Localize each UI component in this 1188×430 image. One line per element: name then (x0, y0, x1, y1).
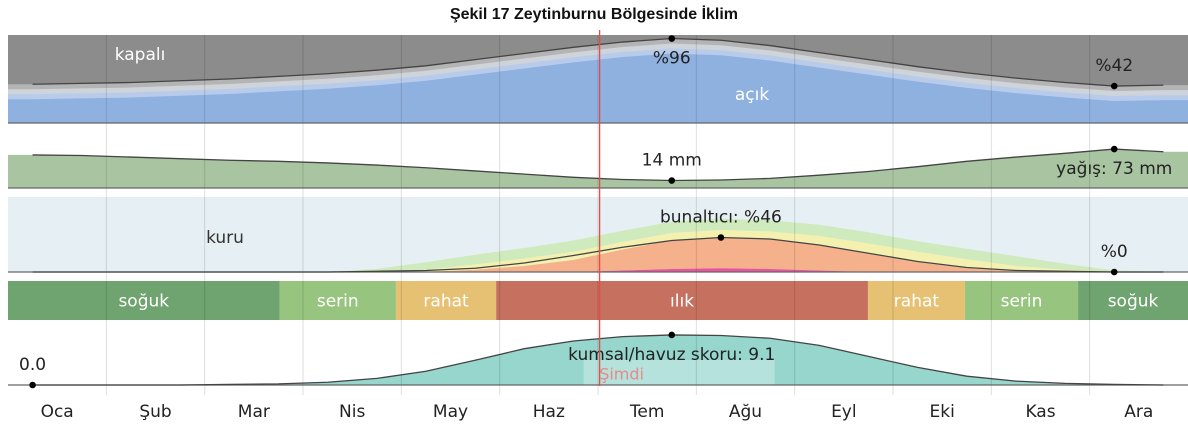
x-tick-label: May (433, 402, 468, 422)
temperature-segment (8, 281, 280, 320)
humidity-point (717, 234, 725, 241)
temperature-label: serin (1001, 292, 1043, 312)
cloud-value-label: %42 (1095, 56, 1133, 76)
beach-value-label: 0.0 (19, 355, 46, 375)
temperature-segment (964, 281, 1079, 320)
temperature-label: soğuk (1108, 292, 1159, 312)
x-tick-label: Kas (1025, 402, 1055, 422)
temperature-segment (496, 281, 868, 320)
beach-value-label: kumsal/havuz skoru: 9.1 (568, 345, 775, 365)
cloud-value-label: %96 (653, 49, 691, 69)
beach-line (32, 334, 1164, 386)
humidity-band (8, 218, 1188, 272)
temperature-segment (395, 281, 497, 320)
beach-area (8, 334, 1188, 385)
humidity-value-label: bunaltıcı: %46 (660, 208, 782, 228)
x-tick-label: Mar (238, 402, 270, 422)
now-highlight (583, 360, 775, 385)
humidity-line (32, 236, 1164, 273)
precipitation-value-label: yağış: 73 mm (1056, 159, 1172, 179)
x-tick-label: Eyl (831, 402, 857, 422)
cloud-layer (8, 53, 1188, 123)
temperature-label: rahat (894, 292, 940, 312)
x-tick-label: Ara (1124, 402, 1153, 422)
cloud-line (32, 37, 1164, 87)
beach-point (29, 381, 36, 389)
cloud-point (668, 35, 676, 42)
x-tick-label: Oca (41, 402, 74, 422)
humidity-value-label: %0 (1101, 242, 1128, 262)
x-tick-label: Haz (533, 402, 565, 422)
x-tick-label: Eki (930, 402, 955, 422)
temperature-segment (1078, 281, 1188, 320)
chart-title: Şekil 17 Zeytinburnu Bölgesinde İklim (450, 5, 738, 23)
temperature-segment (867, 281, 965, 320)
precipitation-line (32, 148, 1164, 182)
x-tick-label: Tem (629, 402, 665, 422)
dry-label: kuru (206, 228, 244, 248)
precipitation-point (1110, 145, 1118, 153)
temperature-segment (279, 281, 396, 320)
now-label: Şimdi (599, 365, 644, 384)
precipitation-value-label: 14 mm (642, 151, 702, 171)
cloud-point (1110, 82, 1118, 90)
temperature-label: ılık (670, 292, 694, 312)
x-tick-label: Ağu (729, 402, 762, 422)
humidity-band (8, 237, 1188, 272)
humidity-point (1110, 268, 1118, 276)
humidity-band (8, 268, 1188, 272)
x-tick-label: Nis (339, 402, 365, 422)
overcast-label: kapalı (115, 45, 166, 65)
clear-label: açık (735, 85, 769, 105)
temperature-label: soğuk (118, 292, 169, 312)
temperature-label: rahat (423, 292, 469, 312)
precipitation-area (8, 149, 1188, 188)
beach-point (668, 331, 676, 339)
precipitation-point (668, 177, 676, 184)
temperature-label: serin (317, 292, 359, 312)
x-tick-label: Şub (139, 402, 171, 422)
